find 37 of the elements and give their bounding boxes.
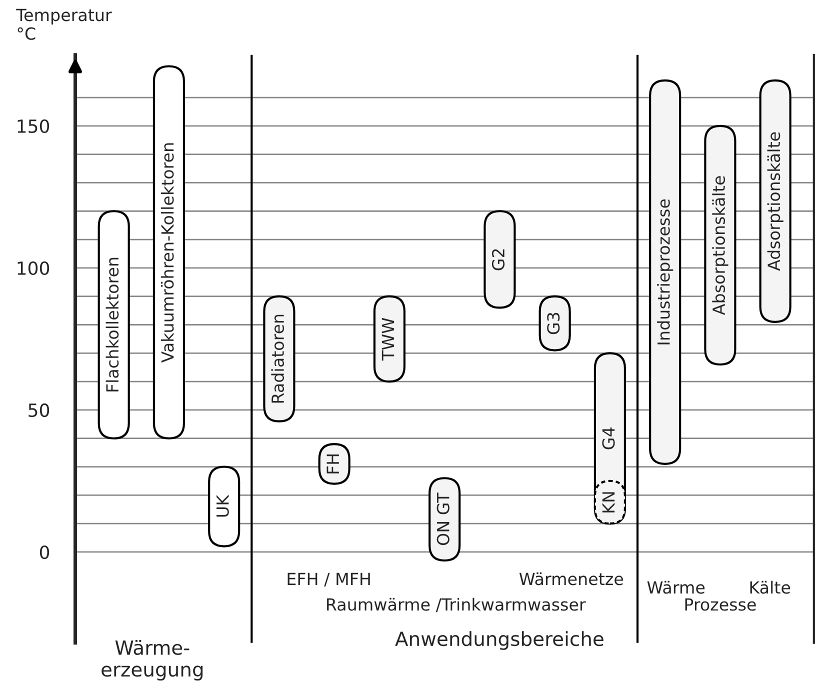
- bar: [704, 124, 736, 366]
- x-tick-label: Vakuumröhren-Kollektoren: [160, 143, 174, 363]
- x-tick-label: FH: [326, 454, 339, 474]
- x-tick-label: Industrieprozesse: [657, 199, 674, 344]
- x-tick-label: Adsorptionskälte: [767, 132, 784, 271]
- x-tick-label: UK: [216, 494, 229, 517]
- annotation: Raumwärme /Trinkwarmwasser: [327, 598, 586, 612]
- x-tick-label: TWW: [382, 318, 394, 361]
- bar: [152, 65, 186, 440]
- x-tick-label: Radiatoren: [271, 314, 284, 403]
- annotation: Prozesse: [685, 598, 756, 611]
- y-tick-label: 50: [28, 403, 50, 418]
- x-tick-label: G3: [547, 312, 560, 334]
- bar: [98, 210, 130, 440]
- bar: [428, 477, 461, 562]
- bar: [484, 210, 516, 309]
- bar: [208, 466, 240, 548]
- y-axis-title: Temperatur °C: [16, 8, 112, 40]
- bar: [649, 79, 682, 465]
- annotation: Anwendungsbereiche: [395, 631, 604, 650]
- annotation: Wärme- erzeugung: [102, 640, 203, 681]
- annotation: EFH / MFH: [288, 572, 370, 587]
- series-label: KN: [602, 492, 615, 512]
- bar: [263, 295, 296, 422]
- annotation: Wärmenetze: [519, 572, 623, 586]
- x-tick-label: Absorptionskälte: [712, 176, 728, 316]
- y-tick-label: 150: [18, 119, 50, 134]
- x-tick-label: Flachkollektoren: [106, 258, 119, 392]
- x-tick-label: ON GT: [436, 492, 450, 546]
- x-tick-label: G2: [492, 249, 505, 270]
- y-tick-label: 0: [40, 545, 50, 560]
- y-tick-label: 100: [18, 261, 50, 276]
- x-tick-label: G4: [602, 428, 615, 450]
- annotation: Kälte: [750, 580, 790, 594]
- bar: [759, 79, 792, 323]
- annotation: Wärme: [647, 580, 705, 594]
- bar: [373, 295, 406, 383]
